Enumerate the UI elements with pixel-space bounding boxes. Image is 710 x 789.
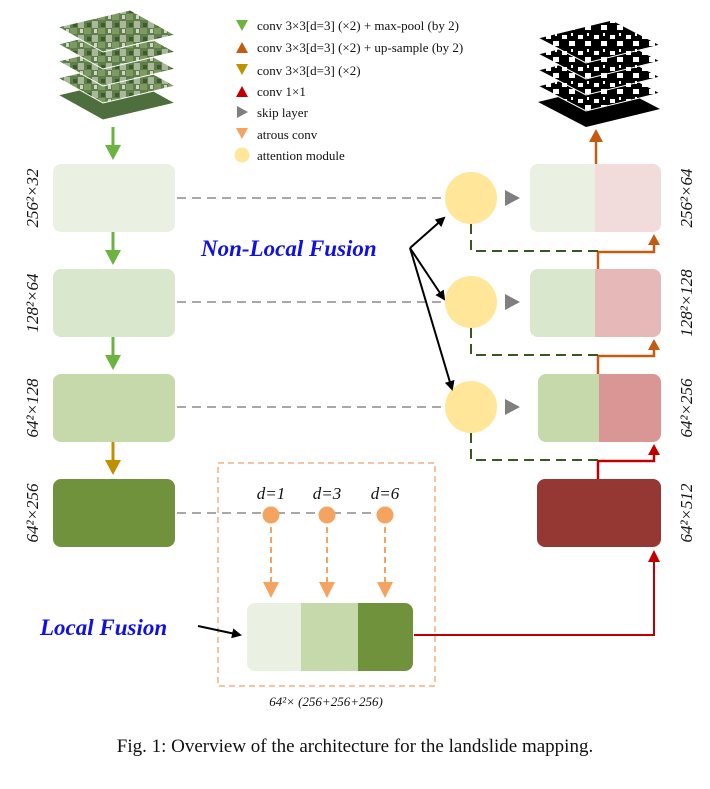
legend: conv 3×3[d=3] (×2) + max-pool (by 2) con…: [234, 18, 463, 163]
decoder-blocks: [530, 164, 661, 547]
input-image-layer: [56, 9, 177, 53]
legend-item: attention module: [234, 147, 345, 163]
skip-triangle-icon: [505, 399, 520, 415]
concat-segment-2: [301, 603, 358, 671]
skip-triangle-icon: [505, 294, 520, 310]
legend-label: conv 3×3[d=3] (×2) + up-sample (by 2): [257, 40, 463, 55]
atrous-node: [318, 506, 336, 524]
skip-connections: [177, 197, 446, 514]
concat-block: [247, 603, 413, 671]
decoder-block-4: [537, 479, 661, 547]
legend-label: skip layer: [257, 105, 309, 120]
skip-triangle-icon: [237, 106, 248, 118]
atrous-node: [262, 506, 280, 524]
conv-triangle-icon: [236, 64, 248, 75]
concat-segment-3: [358, 603, 413, 671]
encoder-arrows: [105, 127, 121, 475]
conv1x1-triangle-icon: [648, 550, 660, 562]
attention-module: [445, 172, 497, 224]
legend-item: atrous conv: [236, 127, 318, 142]
attention-module: [445, 276, 497, 328]
decoder-block-1: [530, 164, 661, 232]
encoder-dim-label: 64²×256: [23, 483, 42, 543]
non-local-fusion-label: Non-Local Fusion: [200, 236, 377, 261]
decoder-dim-label: 64²×256: [677, 378, 696, 438]
atrous-rate-label: d=6: [371, 484, 400, 503]
concat-segment-1: [247, 603, 301, 671]
atrous-conv-arrows: [263, 527, 393, 598]
maxpool-triangle-icon: [105, 250, 121, 265]
atrous-triangle-icon: [263, 582, 279, 598]
upsample-triangle-icon: [648, 339, 660, 350]
encoder-dim-label: 128²×64: [23, 273, 42, 333]
concat-to-decoder-line: [414, 560, 655, 636]
encoder-dim-label: 64²×128: [23, 378, 42, 438]
decoder-dim-label: 128²×128: [677, 269, 696, 337]
encoder-block-2: [53, 269, 175, 337]
decoder-dim-label: 64²×512: [677, 483, 696, 543]
encoder-block-4: [53, 479, 175, 547]
input-image-stack: [56, 9, 177, 121]
decoder-block-3: [538, 374, 661, 442]
encoder-dim-labels: 256²×32 128²×64 64²×128 64²×256: [23, 168, 42, 543]
legend-item: skip layer: [237, 105, 309, 120]
decoder-block-2: [530, 269, 661, 337]
legend-label: conv 3×3[d=3] (×2): [257, 63, 361, 78]
output-mask-layer: [536, 19, 662, 64]
atrous-node: [376, 506, 394, 524]
maxpool-triangle-icon: [236, 20, 248, 31]
legend-label: conv 1×1: [257, 84, 306, 99]
atrous-nodes: [262, 506, 394, 524]
legend-item: conv 3×3[d=3] (×2): [236, 63, 361, 78]
upsample-arrows: [589, 129, 660, 479]
atrous-rate-label: d=1: [257, 484, 285, 503]
output-mask-stack: [536, 19, 662, 127]
legend-label: conv 3×3[d=3] (×2) + max-pool (by 2): [257, 18, 459, 33]
atrous-triangle-icon: [319, 582, 335, 598]
legend-label: attention module: [257, 148, 345, 163]
conv1x1-triangle-icon: [648, 444, 660, 455]
upsample-triangle-icon: [236, 42, 248, 53]
conv-triangle-icon: [105, 460, 121, 475]
local-fusion-arrow: [197, 625, 242, 639]
legend-item: conv 3×3[d=3] (×2) + max-pool (by 2): [236, 18, 459, 33]
atrous-triangle-icon: [236, 128, 248, 139]
upsample-triangle-icon: [589, 129, 603, 142]
local-fusion-label: Local Fusion: [39, 615, 167, 640]
concat-dim-label: 64²× (256+256+256): [269, 694, 383, 709]
conv1x1-triangle-icon: [236, 86, 248, 97]
legend-label: atrous conv: [257, 127, 318, 142]
feedback-dashed-lines: [470, 224, 598, 461]
encoder-dim-label: 256²×32: [23, 168, 42, 228]
attention-modules: [445, 172, 520, 433]
maxpool-triangle-icon: [105, 355, 121, 370]
attention-module: [445, 381, 497, 433]
non-local-fusion-arrows: [409, 216, 455, 391]
figure-caption: Fig. 1: Overview of the architecture for…: [117, 736, 593, 757]
encoder-blocks: [53, 164, 175, 547]
maxpool-triangle-icon: [105, 145, 121, 160]
encoder-block-1: [53, 164, 175, 232]
attention-circle-icon: [234, 147, 250, 163]
atrous-triangle-icon: [377, 582, 393, 598]
atrous-rate-label: d=3: [313, 484, 341, 503]
atrous-rate-labels: d=1 d=3 d=6: [257, 484, 400, 503]
legend-item: conv 3×3[d=3] (×2) + up-sample (by 2): [236, 40, 463, 55]
skip-triangle-icon: [505, 190, 520, 206]
decoder-dim-label: 256²×64: [677, 168, 696, 228]
encoder-block-3: [53, 374, 175, 442]
legend-item: conv 1×1: [236, 84, 306, 99]
upsample-triangle-icon: [648, 234, 660, 245]
decoder-dim-labels: 256²×64 128²×128 64²×256 64²×512: [677, 168, 696, 543]
